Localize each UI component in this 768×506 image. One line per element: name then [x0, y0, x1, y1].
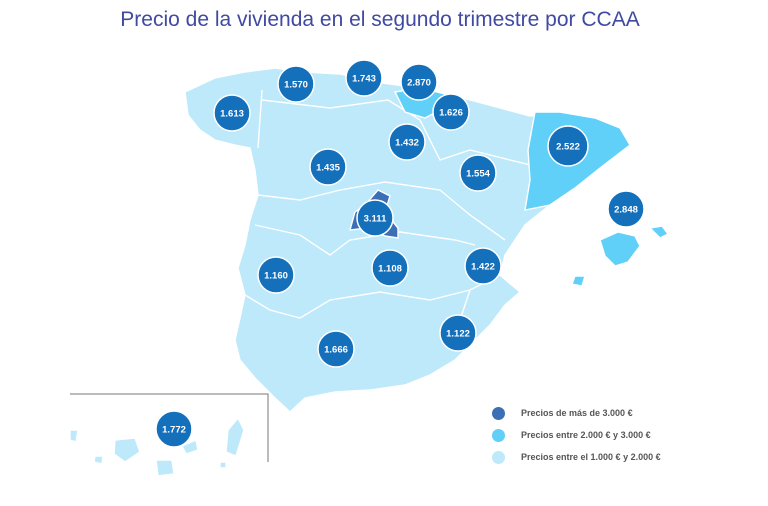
legend-item-low: Precios entre el 1.000 € y 2.000 € [492, 446, 661, 468]
label-andalucia: 1.666 [317, 330, 355, 368]
canarias-inset-frame [70, 393, 269, 462]
legend-item-mid: Precios entre 2.000 € y 3.000 € [492, 424, 661, 446]
label-asturias: 1.570 [277, 65, 315, 103]
svg-text:1.160: 1.160 [264, 271, 288, 282]
svg-text:1.772: 1.772 [162, 425, 186, 436]
svg-text:1.435: 1.435 [316, 163, 340, 174]
svg-text:1.626: 1.626 [439, 108, 463, 119]
legend-label-mid: Precios entre 2.000 € y 3.000 € [521, 430, 651, 440]
svg-text:2.848: 2.848 [614, 205, 638, 216]
baleares-shape [571, 225, 670, 287]
svg-text:1.570: 1.570 [284, 80, 308, 91]
legend-swatch-high [492, 406, 505, 420]
label-extremadura: 1.160 [257, 256, 295, 294]
svg-text:2.522: 2.522 [556, 142, 580, 153]
legend-swatch-mid [492, 428, 505, 442]
canarias-islands [69, 416, 245, 477]
label-castilla-la-mancha: 1.108 [371, 249, 409, 287]
svg-text:1.422: 1.422 [471, 262, 495, 273]
svg-text:1.122: 1.122 [446, 329, 470, 340]
value-labels: 1.613 1.570 1.743 2.870 1.626 1.432 1.43… [155, 59, 645, 448]
svg-text:3.111: 3.111 [364, 214, 387, 225]
svg-text:1.554: 1.554 [466, 169, 490, 180]
map-title: Precio de la vivienda en el segundo trim… [120, 8, 640, 31]
label-galicia: 1.613 [213, 94, 251, 132]
label-madrid: 3.111 [356, 199, 394, 237]
label-la-rioja: 1.432 [388, 123, 426, 161]
legend-label-low: Precios entre el 1.000 € y 2.000 € [521, 452, 661, 462]
label-pais-vasco: 2.870 [400, 63, 438, 101]
label-cantabria: 1.743 [345, 59, 383, 97]
label-baleares: 2.848 [607, 190, 645, 228]
legend: Precios de más de 3.000 € Precios entre … [492, 402, 661, 468]
region-borders [244, 89, 546, 346]
svg-text:1.613: 1.613 [220, 109, 244, 120]
label-canarias: 1.772 [155, 410, 193, 448]
label-castilla-y-leon: 1.435 [309, 148, 347, 186]
legend-label-high: Precios de más de 3.000 € [521, 408, 633, 418]
legend-swatch-low [492, 450, 505, 464]
svg-text:2.870: 2.870 [407, 78, 431, 89]
label-aragon: 1.554 [459, 154, 497, 192]
svg-text:1.666: 1.666 [324, 345, 348, 356]
label-cataluna: 2.522 [547, 125, 589, 167]
svg-text:1.743: 1.743 [352, 74, 376, 85]
legend-item-high: Precios de más de 3.000 € [492, 402, 661, 424]
svg-text:1.108: 1.108 [378, 264, 402, 275]
label-navarra: 1.626 [432, 93, 470, 131]
label-comunidad-valenciana: 1.422 [464, 247, 502, 285]
svg-text:1.432: 1.432 [395, 138, 419, 149]
label-murcia: 1.122 [439, 314, 477, 352]
